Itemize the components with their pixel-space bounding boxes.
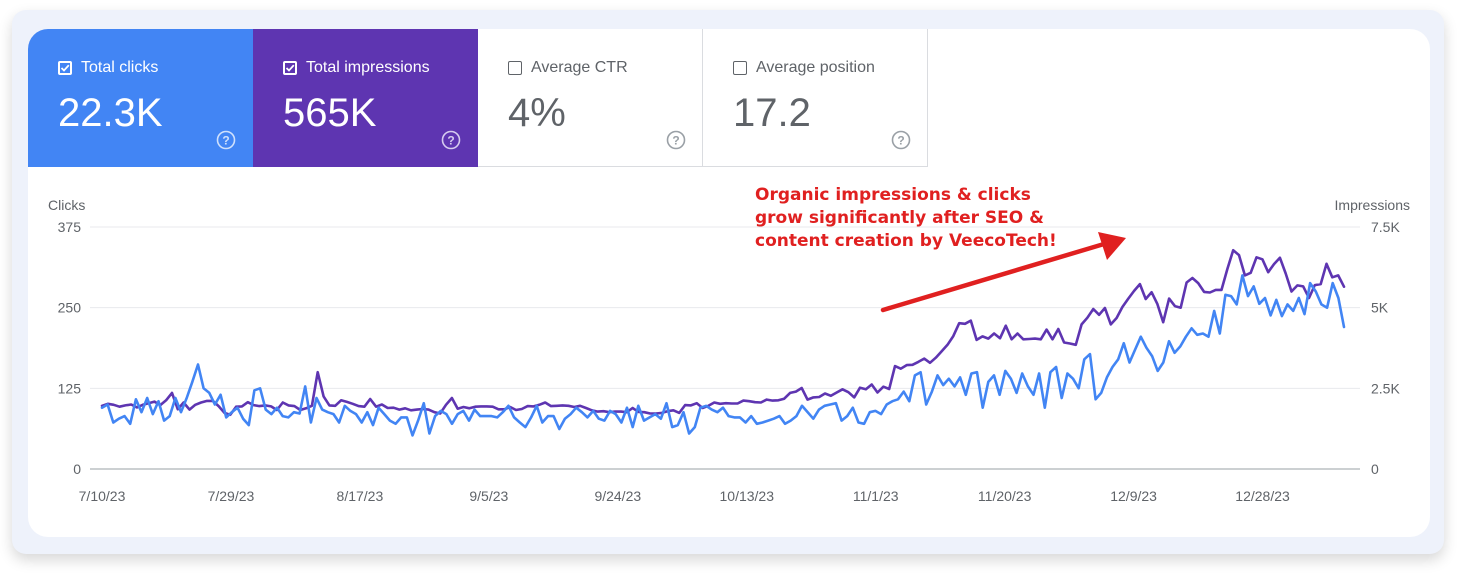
x-tick-label: 9/5/23 [469, 488, 508, 504]
metric-label: Total impressions [306, 59, 430, 76]
annotation: Organic impressions & clicks grow signif… [755, 185, 1126, 313]
series-line-total-clicks [100, 274, 1346, 437]
y-tick-label-left: 125 [58, 380, 82, 396]
annotation-line-1: Organic impressions & clicks [755, 185, 1031, 205]
metric-label: Average position [756, 59, 875, 76]
y-axis-right-label: Impressions [1335, 197, 1410, 213]
annotation-line-3: content creation by VeecoTech! [755, 231, 1057, 251]
metric-value: 22.3K [58, 91, 163, 135]
svg-text:?: ? [897, 134, 904, 148]
series-line-total-impressions [100, 248, 1346, 417]
help-icon[interactable]: ? [891, 130, 911, 150]
y-axis-left-label: Clicks [48, 197, 85, 213]
checkbox-unchecked-icon[interactable] [733, 61, 747, 75]
x-axis: 7/10/23 7/29/23 8/17/23 9/5/23 9/24/23 10/13/… [79, 488, 1290, 504]
y-tick-label-left: 375 [58, 219, 82, 235]
x-tick-label: 7/29/23 [208, 488, 255, 504]
x-tick-label: 9/24/23 [594, 488, 641, 504]
metric-tile-average-position[interactable]: Average position 17.2 ? [703, 29, 928, 167]
annotation-line-2: grow significantly after SEO & [755, 208, 1044, 228]
y-tick-label-left: 250 [58, 300, 82, 316]
x-tick-label: 12/9/23 [1110, 488, 1157, 504]
x-tick-label: 10/13/23 [720, 488, 775, 504]
metric-value: 565K [283, 91, 377, 135]
svg-text:?: ? [222, 134, 229, 148]
chart-series [100, 248, 1346, 437]
x-tick-label: 12/28/23 [1235, 488, 1290, 504]
y-tick-label-right: 2.5K [1371, 380, 1400, 396]
metric-label: Total clicks [81, 59, 159, 76]
x-tick-label: 7/10/23 [79, 488, 126, 504]
chart-grid [90, 226, 1360, 470]
svg-text:?: ? [672, 134, 679, 148]
metric-tile-average-ctr[interactable]: Average CTR 4% ? [478, 29, 703, 167]
help-icon[interactable]: ? [216, 130, 236, 150]
y-tick-label-right: 5K [1371, 300, 1389, 316]
y-tick-label-left: 0 [73, 461, 81, 477]
x-tick-label: 11/20/23 [978, 488, 1032, 504]
help-icon[interactable]: ? [441, 130, 461, 150]
metric-tile-total-clicks[interactable]: Total clicks 22.3K ? [28, 29, 253, 167]
x-tick-label: 8/17/23 [337, 488, 384, 504]
y-tick-label-right: 0 [1371, 461, 1379, 477]
help-icon[interactable]: ? [666, 130, 686, 150]
metric-value: 4% [508, 91, 566, 135]
performance-card: Total clicks 22.3K ? Total impressions 5… [28, 29, 1430, 537]
annotation-arrow-shaft [880, 241, 1107, 313]
metric-label: Average CTR [531, 59, 628, 76]
performance-chart: 0 125 250 375 0 2.5K 5K 7.5K 7/10/23 7/29/23 8/1… [48, 185, 1410, 504]
metric-value: 17.2 [733, 91, 811, 135]
svg-text:?: ? [447, 134, 454, 148]
x-tick-label: 11/1/23 [853, 488, 899, 504]
metric-tile-total-impressions[interactable]: Total impressions 565K ? [253, 29, 478, 167]
y-tick-label-right: 7.5K [1371, 219, 1400, 235]
y-axis-right: 0 2.5K 5K 7.5K [1371, 219, 1400, 477]
checkbox-checked-icon[interactable] [283, 61, 297, 75]
y-axis-left: 0 125 250 375 [58, 219, 82, 477]
annotation-arrow-head-icon [1098, 232, 1126, 260]
checkbox-checked-icon[interactable] [58, 61, 72, 75]
checkbox-unchecked-icon[interactable] [508, 61, 522, 75]
